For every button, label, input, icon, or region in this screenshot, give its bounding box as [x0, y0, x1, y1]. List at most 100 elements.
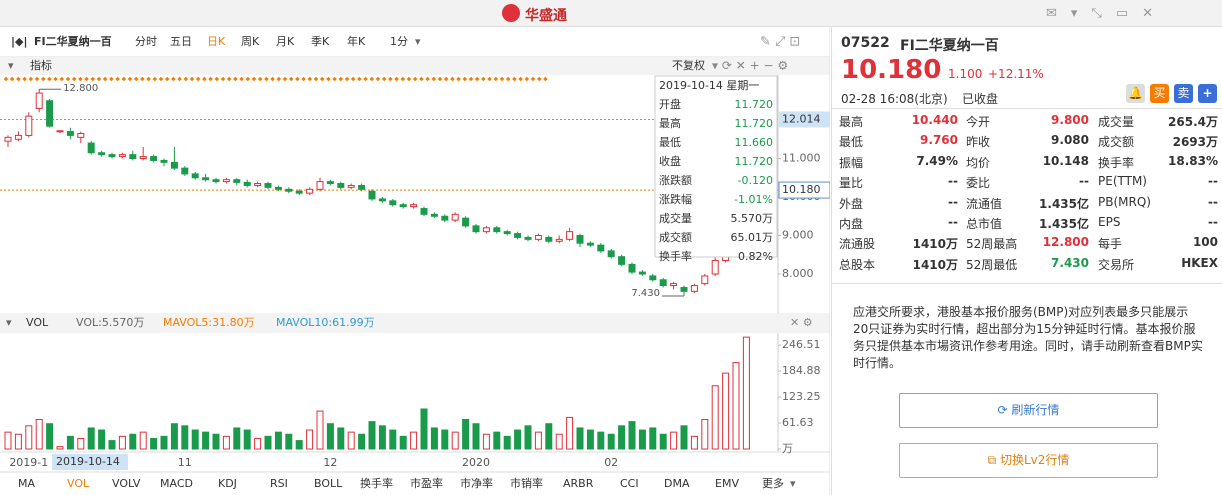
crosshair-label: 12.014	[782, 112, 821, 125]
marker-dot	[512, 76, 517, 82]
period-tab[interactable]: 周K	[241, 35, 260, 48]
marker-dot	[245, 76, 251, 82]
candle-body	[358, 184, 366, 190]
indicator-tab[interactable]: VOLV	[112, 477, 141, 490]
marker-dot	[257, 76, 263, 82]
period-tab[interactable]: 年K	[347, 34, 366, 48]
candle-body	[87, 142, 95, 154]
indicator-tab[interactable]: 市盈率	[410, 476, 443, 490]
x-tick-label: 12	[323, 456, 337, 469]
stat-value: 2693万	[1172, 135, 1218, 150]
period-tab[interactable]: 月K	[276, 35, 295, 48]
alert-button[interactable]: 🔔	[1126, 84, 1145, 103]
vol-legend: VOL:5.570万	[76, 316, 144, 329]
period-tab[interactable]: 日K	[207, 35, 226, 48]
volume-bar	[66, 435, 74, 450]
current-price-box	[778, 181, 830, 199]
marker-dot	[65, 76, 71, 82]
marker-dot	[202, 76, 207, 82]
indicator-tab[interactable]: ARBR	[563, 477, 594, 490]
volume-bar	[534, 431, 542, 450]
panel-icons[interactable]: ▾ ⟳ ✕ + − ⚙	[712, 59, 788, 73]
marker-dot	[133, 76, 139, 82]
indicator-tab[interactable]: EMV	[715, 477, 739, 490]
volume-bar	[295, 440, 303, 450]
refresh-icon: ⟳	[997, 403, 1012, 417]
volume-bar	[493, 431, 501, 450]
refresh-button[interactable]: ⟳ 刷新行情	[899, 393, 1158, 428]
marker-dot	[406, 76, 412, 82]
window-controls[interactable]: ✉▾⤡▭✕	[1046, 6, 1167, 21]
stat-value: 1.435亿	[1039, 196, 1089, 211]
stat-label: 成交额	[1098, 135, 1135, 150]
marker-dot	[388, 76, 393, 82]
period-tab[interactable]: 季K	[311, 35, 330, 48]
volume-bar	[368, 421, 376, 450]
indicator-tab[interactable]: KDJ	[218, 477, 237, 490]
indicator-tab[interactable]: VOL	[67, 477, 90, 490]
interval-select[interactable]: 1分	[390, 35, 408, 48]
candle-body	[139, 156, 147, 160]
stat-label: 换手率	[1098, 155, 1135, 170]
indicator-tab[interactable]: MACD	[160, 477, 193, 490]
marker-dot	[16, 76, 21, 82]
up-arrow: ↑	[933, 65, 944, 79]
tooltip-value: 11.720	[735, 98, 774, 111]
panel-icons[interactable]: ✕ ⚙	[790, 316, 813, 329]
marker-dot	[158, 76, 164, 82]
period-tab[interactable]: 分时	[135, 35, 157, 48]
marker-dot	[121, 76, 127, 82]
marker-dot	[276, 76, 282, 82]
stat-value: 12.800	[1042, 235, 1089, 250]
marker-dot	[264, 76, 269, 82]
volume-bar	[670, 431, 678, 450]
indicator-tab[interactable]: DMA	[664, 477, 690, 490]
more-arrow: ▾	[790, 477, 796, 490]
volume-bar	[503, 435, 511, 450]
tooltip-key: 开盘	[659, 97, 681, 111]
marker-dot	[419, 76, 424, 82]
marker-dot	[164, 76, 170, 82]
y-tick-label: 9.000	[782, 229, 814, 242]
sell-button[interactable]: 卖	[1174, 84, 1193, 103]
adjust-select[interactable]: 不复权	[672, 58, 705, 72]
candle-body	[378, 198, 386, 202]
candle-body	[254, 183, 262, 186]
marker-dot	[543, 76, 548, 82]
stat-label: 振幅	[839, 155, 864, 170]
candle-body	[586, 242, 594, 246]
marker-dot	[28, 76, 34, 82]
stat-value: 9.080	[1051, 133, 1089, 148]
volume-bar	[170, 423, 178, 450]
indicator-tab[interactable]: 市销率	[510, 476, 543, 490]
switch-button[interactable]: ⧉ 切换Lv2行情	[899, 443, 1158, 478]
indicator-tab[interactable]: BOLL	[314, 477, 343, 490]
marker-dot	[319, 76, 325, 82]
crosshair-box	[779, 111, 830, 128]
period-tab[interactable]: 五日	[170, 35, 192, 48]
stat-label: EPS	[1098, 215, 1121, 229]
volume-bar	[545, 423, 553, 450]
candle-body	[66, 131, 74, 136]
notice: 应港交所要求，港股基本报价服务(BMP)对应列表最多只能展示20只证券为实时行情…	[853, 305, 1203, 370]
indicator-tab[interactable]: CCI	[620, 477, 639, 490]
marker-dot	[518, 76, 523, 82]
buy-button[interactable]: 买	[1150, 84, 1169, 103]
indicator-tab[interactable]: MA	[18, 477, 35, 490]
marker-dot	[214, 76, 220, 82]
toolbar-icons[interactable]: ✎ ⤢ ⊡	[760, 35, 800, 50]
indicator-tab[interactable]: 更多	[762, 476, 784, 490]
tooltip-key: 涨跌幅	[659, 192, 692, 206]
candle-body	[56, 130, 64, 133]
indicator-tab[interactable]: 市净率	[460, 476, 493, 490]
collapse-icon: ▾	[8, 59, 14, 72]
candle-body	[347, 184, 355, 188]
indicator-tab[interactable]: RSI	[270, 477, 288, 490]
switch-label: 切换Lv2行情	[999, 453, 1070, 467]
marker-dot	[3, 76, 9, 82]
marker-dot	[505, 76, 511, 82]
add-button[interactable]: +	[1198, 84, 1217, 103]
indicator-tab[interactable]: 换手率	[360, 476, 393, 490]
volume-bar	[222, 435, 230, 450]
